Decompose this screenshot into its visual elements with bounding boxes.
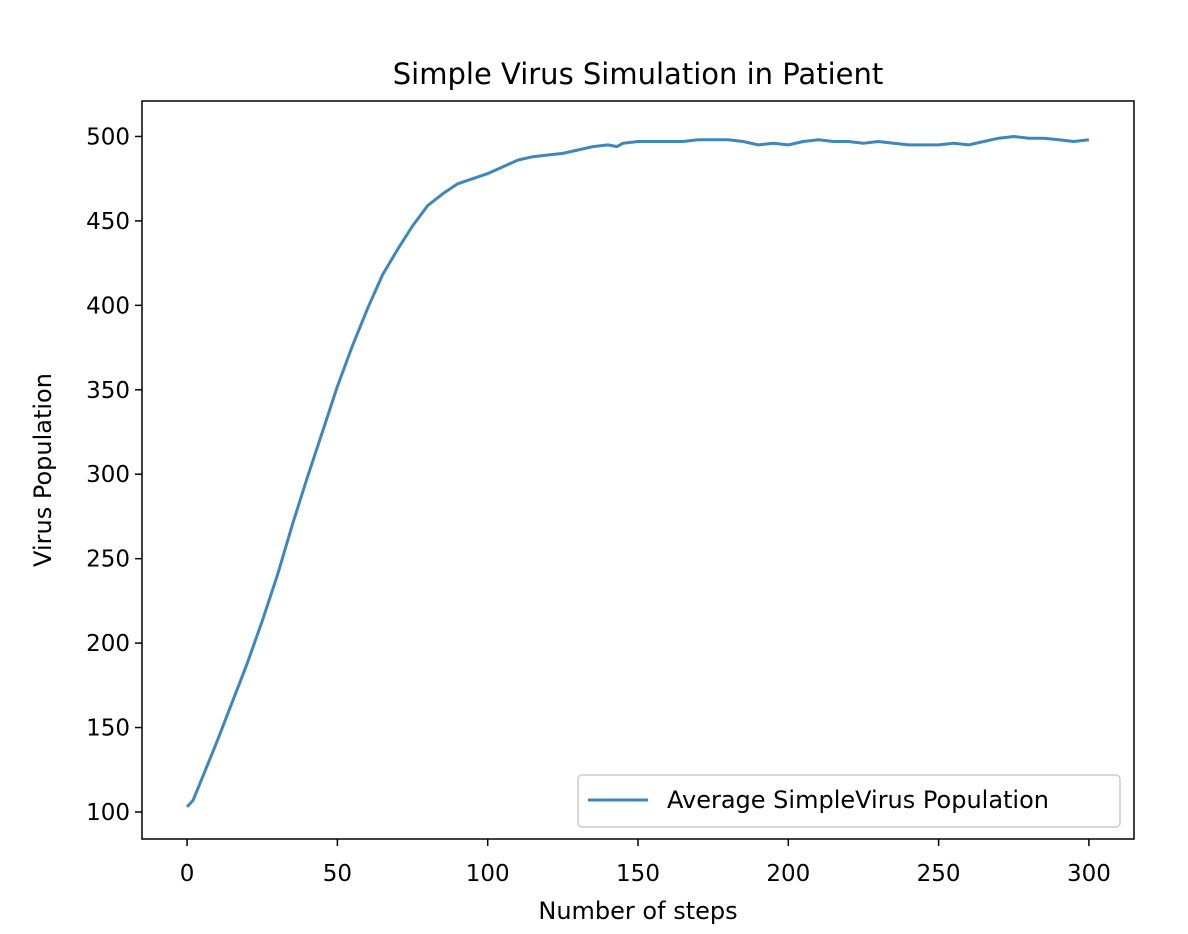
legend-label: Average SimpleVirus Population (667, 786, 1049, 814)
x-tick-label: 150 (616, 861, 660, 887)
plot-frame (141, 100, 1135, 840)
y-tick-label: 250 (86, 547, 130, 573)
series-line-average-simplevirus-population (185, 135, 1090, 808)
x-axis-label: Number of steps (538, 897, 737, 925)
y-axis: 100 150 200 250 300 350 400 450 500 (86, 124, 142, 826)
y-tick-label: 100 (86, 800, 130, 826)
x-tick-label: 200 (766, 861, 810, 887)
y-tick-label: 500 (86, 124, 130, 150)
x-tick-label: 50 (323, 861, 352, 887)
x-tick-label: 0 (180, 861, 195, 887)
y-tick-label: 200 (86, 631, 130, 657)
y-tick-label: 150 (86, 716, 130, 742)
legend-box (577, 774, 1121, 828)
y-tick-label: 300 (86, 462, 130, 488)
y-tick-label: 400 (86, 293, 130, 319)
x-tick-label: 300 (1067, 861, 1111, 887)
y-tick-label: 450 (86, 209, 130, 235)
chart-title: Simple Virus Simulation in Patient (393, 57, 883, 91)
x-axis: 0 50 100 150 200 250 300 (180, 839, 1111, 887)
legend: Average SimpleVirus Population (577, 774, 1121, 828)
y-axis-label: Virus Population (29, 373, 57, 567)
y-tick-label: 350 (86, 378, 130, 404)
x-tick-label: 250 (917, 861, 961, 887)
x-tick-label: 100 (466, 861, 510, 887)
